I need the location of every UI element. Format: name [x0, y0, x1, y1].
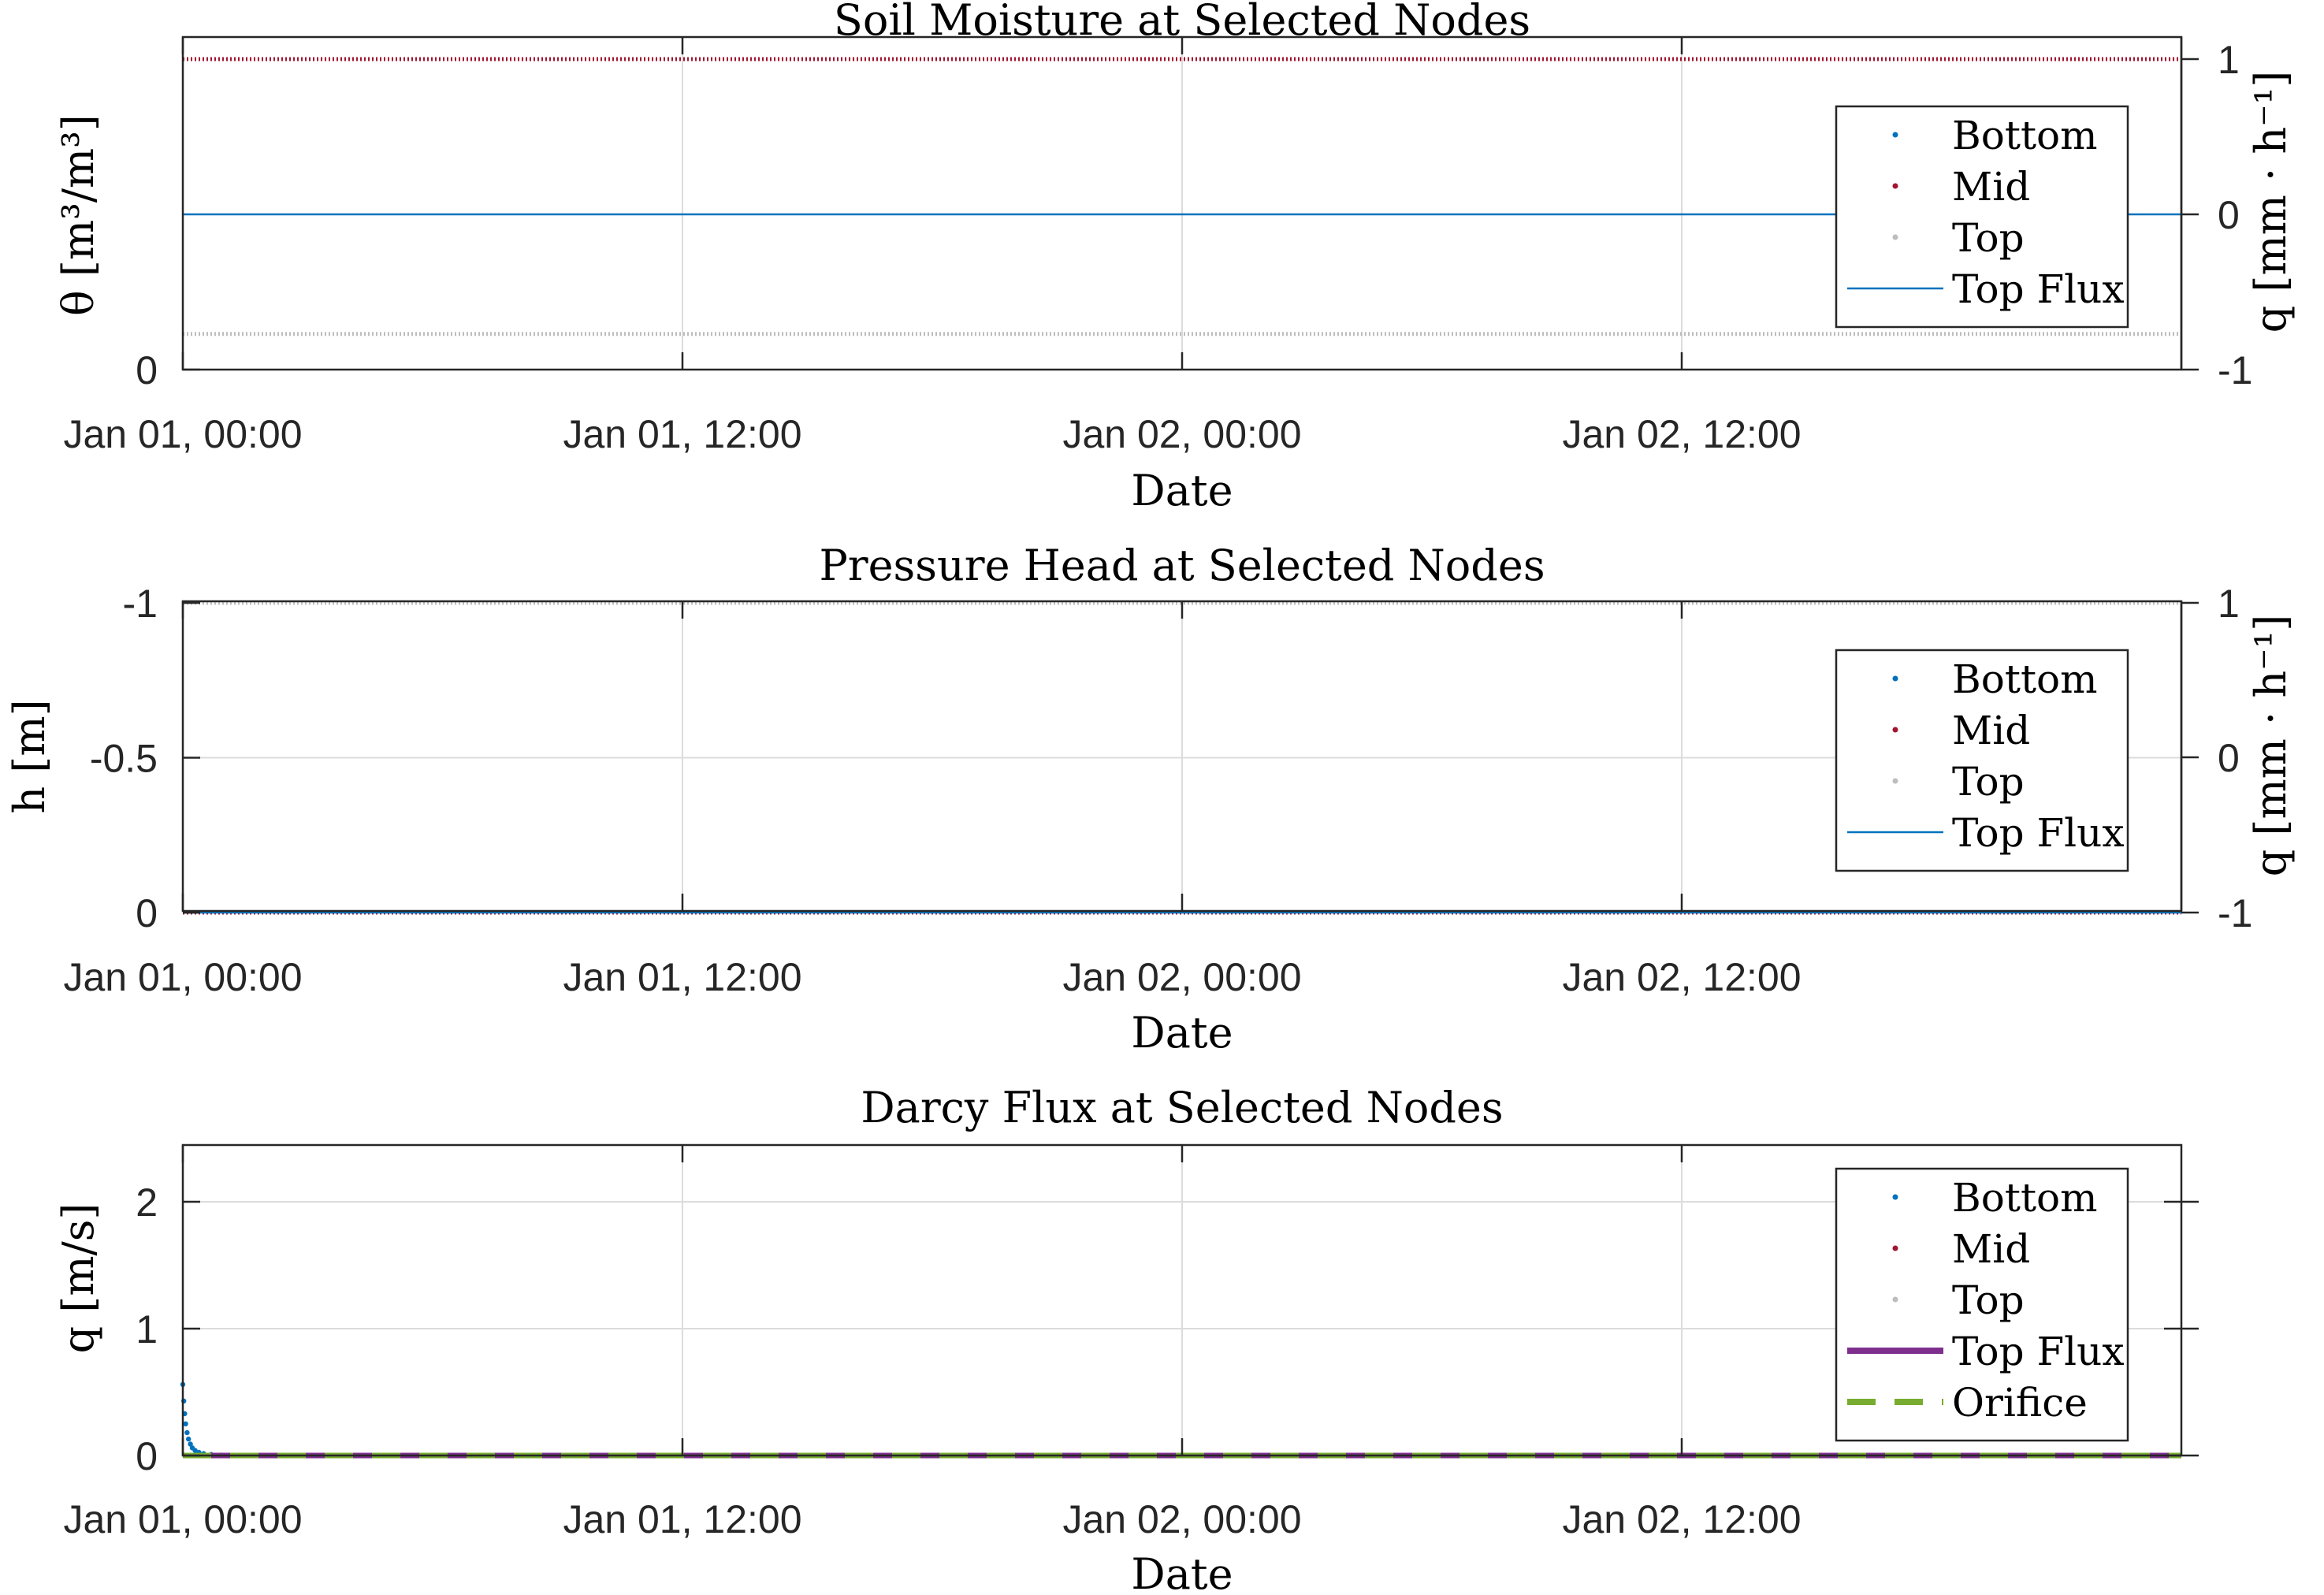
panel-darcy-flux: Jan 01, 00:00 Jan 01, 12:00 Jan 02, 00:00 J… [54, 1083, 2199, 1595]
x-tick-label: Jan 01, 12:00 [563, 955, 801, 999]
x-tick-label: Jan 02, 12:00 [1562, 955, 1801, 999]
x-tick-label: Jan 01, 00:00 [63, 955, 302, 999]
legend-soil-moisture: Bottom Mid Top Top Flux [1835, 105, 2129, 329]
ylabel-right-soil-moisture: q [mm · h⁻¹] [2246, 71, 2296, 333]
y-tick-label: -0.5 [90, 737, 158, 781]
legend-pressure-head: Bottom Mid Top Top Flux [1835, 649, 2129, 872]
y-right-tick-label: -1 [2218, 891, 2252, 935]
legend-marker-top [1892, 1296, 1898, 1303]
y-tick-label: 0 [136, 348, 158, 392]
legend-label: Top Flux [1952, 1329, 2125, 1374]
legend-label: Mid [1952, 1226, 2030, 1272]
x-tick-label: Jan 02, 00:00 [1062, 412, 1301, 456]
legend-box [1835, 105, 2129, 329]
legend-label: Bottom [1952, 1175, 2098, 1221]
legend-marker-top [1892, 234, 1898, 240]
ylabel-right-pressure-head: q [mm · h⁻¹] [2246, 615, 2296, 877]
x-tick-label: Jan 02, 00:00 [1062, 955, 1301, 999]
y-tick-label: -1 [123, 582, 158, 626]
y-right-tick-label: 0 [2218, 193, 2240, 237]
xlabel-pressure-head: Date [1131, 1008, 1233, 1058]
x-tick-label: Jan 02, 12:00 [1562, 1497, 1801, 1541]
legend-label: Top [1952, 759, 2025, 805]
legend-box [1835, 649, 2129, 872]
x-tick-label: Jan 02, 00:00 [1062, 1497, 1301, 1541]
y-tick-label: 0 [136, 1434, 158, 1478]
y-right-tick-label: 1 [2218, 582, 2240, 626]
legend-label: Top [1952, 215, 2025, 261]
x-tick-label: Jan 01, 00:00 [63, 1497, 302, 1541]
y-tick-label: 1 [136, 1307, 158, 1351]
legend-darcy-flux: Bottom Mid Top Top Flux Orifice [1835, 1167, 2129, 1442]
ylabel-soil-moisture: θ [m³/m³] [54, 114, 103, 316]
data-point-bottom [186, 1436, 191, 1442]
y-tick-label: 2 [136, 1180, 158, 1225]
x-tick-label: Jan 01, 00:00 [63, 412, 302, 456]
legend-label: Top Flux [1952, 810, 2125, 856]
legend-marker-bottom [1892, 1194, 1898, 1200]
data-point-bottom [192, 1448, 198, 1453]
x-tick-label: Jan 02, 12:00 [1562, 412, 1801, 456]
y-right-tick-label: 1 [2218, 38, 2240, 82]
legend-marker-bottom [1892, 675, 1898, 682]
legend-marker-mid [1892, 1245, 1898, 1251]
ticks-soil-moisture: Jan 01, 00:00 Jan 01, 12:00 Jan 02, 00:00 J… [63, 37, 2252, 456]
legend-label: Bottom [1952, 113, 2098, 158]
xlabel-soil-moisture: Date [1131, 466, 1233, 515]
series-pressure-head [183, 600, 2181, 915]
legend-box [1835, 1167, 2129, 1442]
legend-label: Mid [1952, 164, 2030, 210]
title-soil-moisture: Soil Moisture at Selected Nodes [834, 0, 1530, 45]
grid-soil-moisture [682, 37, 1683, 370]
ticks-darcy-flux: Jan 01, 00:00 Jan 01, 12:00 Jan 02, 00:00 J… [63, 1145, 2199, 1541]
xlabel-darcy-flux: Date [1131, 1549, 1233, 1595]
legend-label: Bottom [1952, 656, 2098, 702]
legend-marker-mid [1892, 727, 1898, 733]
data-point-bottom [188, 1441, 193, 1447]
legend-label: Mid [1952, 708, 2030, 753]
y-tick-label: 0 [136, 891, 158, 935]
y-right-tick-label: -1 [2218, 348, 2252, 392]
title-darcy-flux: Darcy Flux at Selected Nodes [861, 1083, 1503, 1132]
legend-marker-bottom [1892, 132, 1898, 138]
title-pressure-head: Pressure Head at Selected Nodes [819, 541, 1545, 590]
legend-label: Top [1952, 1277, 2025, 1323]
y-right-tick-label: 0 [2218, 736, 2240, 780]
x-tick-label: Jan 01, 12:00 [563, 1497, 801, 1541]
data-point-bottom [183, 1421, 188, 1427]
panel-pressure-head: Jan 01, 00:00 Jan 01, 12:00 Jan 02, 00:00 J… [5, 541, 2296, 1058]
ticks-pressure-head: Jan 01, 00:00 Jan 01, 12:00 Jan 02, 00:00 J… [63, 582, 2252, 999]
legend-marker-top [1892, 778, 1898, 784]
legend-marker-mid [1892, 183, 1898, 189]
legend-label: Top Flux [1952, 266, 2125, 312]
ylabel-pressure-head: h [m] [5, 699, 54, 813]
legend-label: Orifice [1952, 1380, 2088, 1426]
panel-soil-moisture: Jan 01, 00:00 Jan 01, 12:00 Jan 02, 00:00 J… [54, 0, 2296, 515]
data-point-bottom [184, 1430, 190, 1436]
x-tick-label: Jan 01, 12:00 [563, 412, 801, 456]
ylabel-darcy-flux: q [m/s] [54, 1203, 103, 1354]
